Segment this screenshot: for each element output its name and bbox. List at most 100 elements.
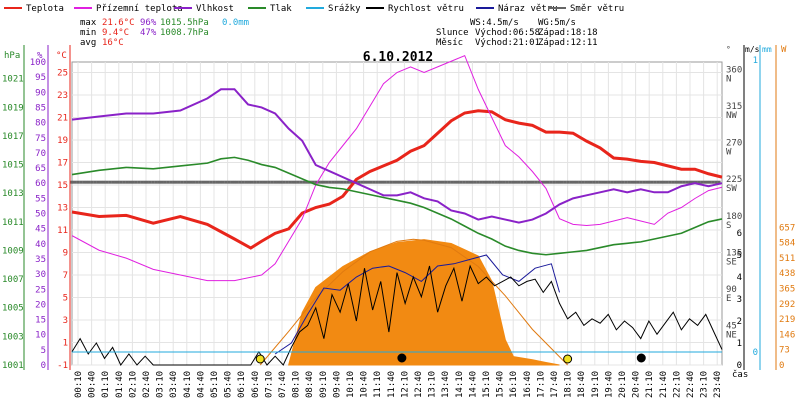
pressure-tick-label: 1013 — [2, 189, 24, 199]
wind-direction-point — [346, 180, 350, 184]
wind-direction-point — [708, 180, 712, 184]
wind-direction-point — [424, 180, 428, 184]
solar-tick-label: 511 — [779, 254, 795, 264]
wind-speed-line — [71, 264, 723, 366]
wind-direction-point — [114, 180, 118, 184]
wind-direction-point — [122, 180, 126, 184]
legend-label: Tlak — [270, 4, 292, 14]
wind-direction-point — [96, 180, 100, 184]
wind-direction-point — [714, 180, 718, 184]
temperature-tick-label: 9 — [63, 249, 68, 259]
wind-speed-tick-label: 5 — [737, 251, 742, 261]
wind-direction-point — [273, 180, 277, 184]
x-tick-label: 12:10 — [400, 371, 410, 398]
x-tick-label: 01:40 — [115, 371, 125, 398]
pressure-tick-label: 1011 — [2, 218, 24, 228]
wind-dir-tick-label: 180 — [726, 212, 742, 222]
wind-dir-compass-label: S — [726, 221, 731, 231]
wind-direction-point — [302, 180, 306, 184]
x-tick-label: 12:40 — [414, 371, 424, 398]
wind-direction-point — [421, 180, 425, 184]
humidity-tick-label: 65 — [35, 164, 46, 174]
wind-direction-point — [514, 180, 518, 184]
wind-direction-point — [552, 180, 556, 184]
wind-direction-point — [569, 180, 573, 184]
humidity-tick-label: 0 — [41, 361, 46, 371]
wind-direction-point — [372, 180, 376, 184]
wind-direction-point — [218, 180, 222, 184]
x-tick-label: 02:40 — [142, 371, 152, 398]
x-tick-label: 16:40 — [523, 371, 533, 398]
wind-direction-point — [407, 180, 411, 184]
wind-speed-tick-label: 1 — [737, 339, 742, 349]
x-tick-label: 04:40 — [196, 371, 206, 398]
wind-direction-point — [401, 180, 405, 184]
temperature-unit: °C — [56, 51, 67, 61]
wind-direction-point — [543, 180, 547, 184]
humidity-tick-label: 25 — [35, 285, 46, 295]
wind-direction-point — [685, 180, 689, 184]
x-tick-label: 08:40 — [305, 371, 315, 398]
wind-direction-point — [206, 180, 210, 184]
wind-direction-point — [404, 180, 408, 184]
wind-direction-point — [627, 180, 631, 184]
wind-speed-tick-label: 2 — [737, 317, 742, 327]
x-tick-label: 21:10 — [645, 371, 655, 398]
wind-direction-point — [613, 180, 617, 184]
wind-direction-point — [343, 180, 347, 184]
wind-direction-point — [462, 180, 466, 184]
legend-label: Náraz větru — [498, 4, 558, 14]
wind-direction-point — [212, 180, 216, 184]
wind-direction-point — [537, 180, 541, 184]
wind-direction-point — [566, 180, 570, 184]
temperature-tick-label: 1 — [63, 339, 68, 349]
wind-direction-point — [618, 180, 622, 184]
x-tick-label: 19:10 — [591, 371, 601, 398]
wind-direction-point — [337, 180, 341, 184]
wind-direction-point — [70, 180, 74, 184]
wind-direction-point — [317, 180, 321, 184]
wind-direction-point — [244, 180, 248, 184]
solar-tick-label: 657 — [779, 223, 795, 233]
wind-direction-point — [711, 180, 715, 184]
wind-direction-point — [650, 180, 654, 184]
wind-direction-point — [116, 180, 120, 184]
wind-direction-point — [383, 180, 387, 184]
wind-dir-compass-label: NE — [726, 330, 737, 340]
wind-direction-point — [656, 180, 660, 184]
wind-direction-point — [668, 180, 672, 184]
wind-direction-point — [502, 180, 506, 184]
wind-gust-line — [274, 254, 560, 355]
wind-direction-point — [459, 180, 463, 184]
rain-tick-label: 1 — [753, 56, 758, 66]
x-tick-label: 14:10 — [455, 371, 465, 398]
x-tick-label: 21:40 — [659, 371, 669, 398]
wind-direction-point — [584, 180, 588, 184]
wind-dir-compass-label: SW — [726, 184, 737, 194]
solar-theoretical-line — [259, 238, 568, 366]
x-tick-label: 18:10 — [564, 371, 574, 398]
solar-tick-label: 73 — [779, 346, 790, 356]
wind-direction-point — [647, 180, 651, 184]
wind-direction-point — [288, 180, 292, 184]
wind-direction-point — [241, 180, 245, 184]
wind-speed-tick-label: 0 — [737, 361, 742, 371]
wind-direction-point — [598, 180, 602, 184]
series-line-temperature — [71, 109, 723, 250]
humidity-tick-label: 90 — [35, 88, 46, 98]
wind-direction-point — [688, 180, 692, 184]
wind-direction-point — [140, 180, 144, 184]
wind-direction-point — [334, 180, 338, 184]
x-tick-label: 17:40 — [550, 371, 560, 398]
temperature-tick-label: 23 — [57, 91, 68, 101]
wind-direction-point — [201, 180, 205, 184]
wind-direction-point — [322, 180, 326, 184]
wind-direction-point — [558, 180, 561, 184]
wind-direction-point — [671, 180, 675, 184]
wind-direction-point — [238, 180, 242, 184]
temperature-tick-label: 17 — [57, 159, 68, 169]
temperature-tick-label: 25 — [57, 69, 68, 79]
wind-direction-point — [494, 180, 498, 184]
x-tick-label: 22:10 — [672, 371, 682, 398]
wind-direction-point — [621, 180, 625, 184]
